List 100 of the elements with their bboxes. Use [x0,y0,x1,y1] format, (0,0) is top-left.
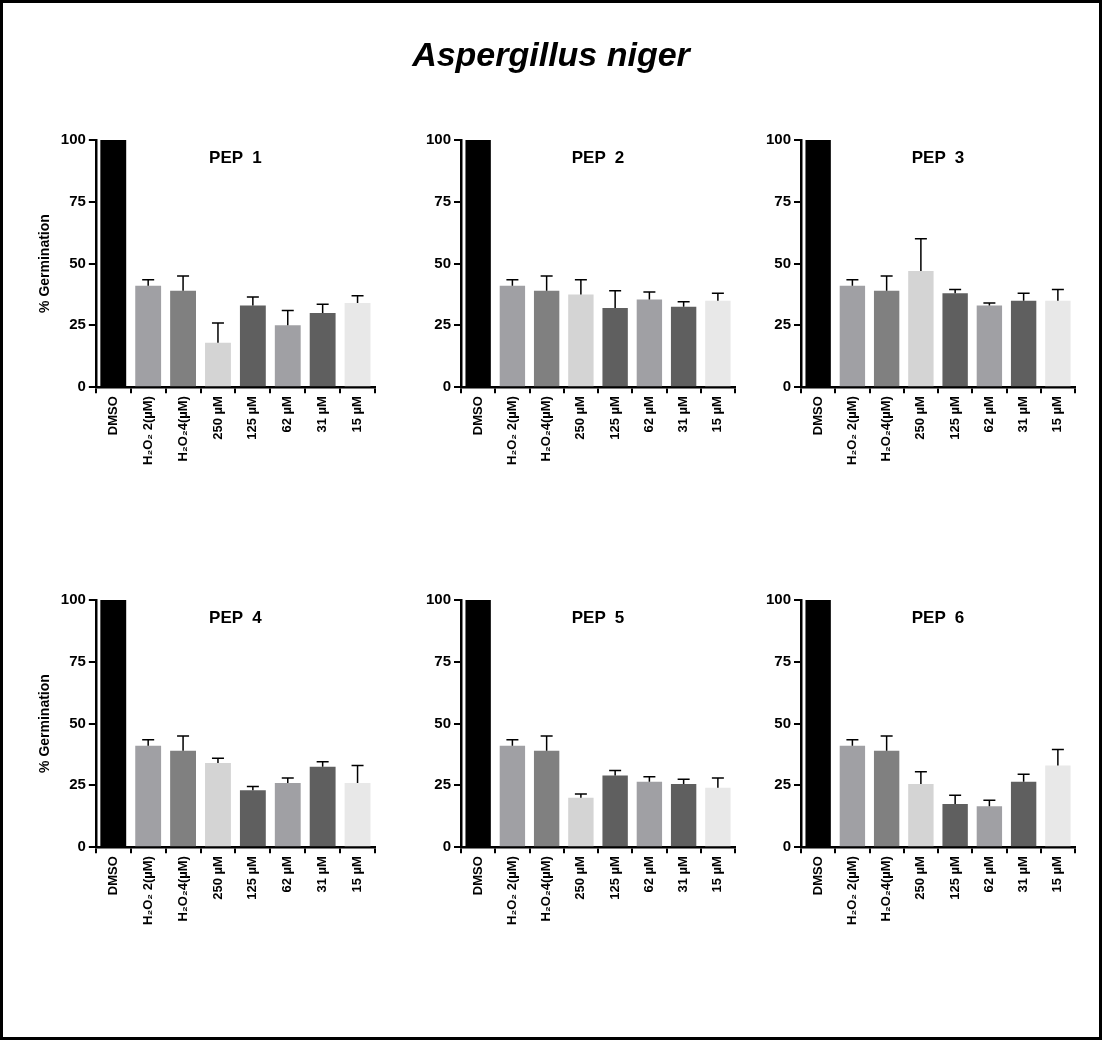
x-tick-label: 250 µM [572,856,588,900]
y-tick-label: 75 [434,651,452,669]
bar [568,797,594,847]
x-tick-label: DMSO [809,396,825,436]
bar [205,763,231,847]
y-tick-label: 50 [434,713,452,731]
y-tick-label: 0 [77,377,86,395]
y-tick-label: 75 [774,191,792,209]
y-tick-label: 50 [774,253,792,271]
bar [135,285,162,387]
bar [1010,300,1037,387]
bar [636,299,663,387]
bar [705,300,731,387]
bar [976,806,1003,847]
x-tick-label: 62 µM [640,396,656,433]
y-tick-label: 25 [69,315,86,333]
y-tick-label: 0 [782,837,792,855]
y-tick-label: 0 [442,837,452,855]
bar [602,308,628,387]
x-tick-label: H₂O₂ 2(µM) [503,856,519,925]
y-tick-label: 50 [434,253,452,271]
chart-title: PEP 5 [571,607,625,627]
bar [908,784,934,847]
bar [873,290,900,387]
x-tick-label: DMSO [469,396,485,436]
bar [344,782,371,847]
x-tick-label: 31 µM [1015,396,1031,433]
y-tick-label: 25 [434,775,452,793]
x-tick-label: 15 µM [349,856,365,893]
bar [239,790,266,847]
x-tick-label: 125 µM [606,856,622,900]
x-tick-label: 31 µM [1015,856,1031,893]
y-tick-label: 100 [766,130,792,148]
text: Aspergillus niger [410,35,693,74]
chart-title: PEP 6 [911,607,965,627]
y-tick-label: 50 [774,713,792,731]
y-axis-title: % Germination [36,674,53,773]
x-tick-label: 250 µM [572,396,588,440]
x-tick-label: H₂O₂ 2(µM) [843,856,859,925]
x-tick-label: H₂O₂4(µM) [174,396,190,462]
chart-title: PEP 1 [209,147,262,167]
bar [533,290,560,387]
x-tick-label: 62 µM [980,856,996,893]
x-tick-label: 62 µM [980,396,996,433]
x-tick-label: 62 µM [279,396,295,433]
x-tick-label: 15 µM [349,396,365,433]
x-tick-label: 15 µM [709,856,725,893]
x-tick-label: 62 µM [279,856,295,893]
x-tick-label: 250 µM [209,856,225,900]
bar [976,305,1003,387]
x-tick-label: 15 µM [1049,396,1065,433]
chart-title: PEP 2 [571,147,625,167]
chart-title: PEP 4 [209,607,263,627]
bar [636,781,663,847]
x-tick-label: 250 µM [912,396,928,440]
x-tick-label: H₂O₂ 2(µM) [139,856,155,925]
bar [908,270,934,387]
y-tick-label: 25 [774,775,792,793]
y-tick-label: 25 [69,775,86,793]
x-tick-label: H₂O₂4(µM) [538,856,554,922]
bar [670,784,697,847]
bar [670,306,697,387]
bar [205,342,231,387]
x-tick-label: H₂O₂ 2(µM) [843,396,859,465]
y-tick-label: 100 [766,590,792,608]
x-tick-label: DMSO [104,856,120,896]
x-tick-label: 125 µM [244,396,260,440]
x-tick-label: 31 µM [314,856,330,893]
y-tick-label: 0 [782,377,792,395]
x-tick-label: 250 µM [912,856,928,900]
bar [274,325,301,387]
y-tick-label: 0 [77,837,86,855]
y-tick-label: 75 [69,191,86,209]
y-tick-label: 0 [442,377,452,395]
bar [533,750,560,847]
x-tick-label: 31 µM [675,396,691,433]
bar [239,305,266,387]
x-tick-label: H₂O₂ 2(µM) [503,396,519,465]
y-tick-label: 25 [774,315,792,333]
bar [499,745,526,847]
bar [1010,781,1037,847]
x-tick-label: H₂O₂4(µM) [174,856,190,922]
x-tick-label: 125 µM [946,396,962,440]
bar [499,285,526,387]
bar [344,303,371,387]
bar [170,290,196,387]
x-tick-label: 125 µM [606,396,622,440]
bar [1045,765,1071,847]
bar [873,750,900,847]
x-tick-label: H₂O₂4(µM) [878,396,894,462]
bar [135,745,162,847]
x-tick-label: 125 µM [244,856,260,900]
bar [309,766,336,847]
bar [602,775,628,847]
chart-title: PEP 3 [911,147,965,167]
y-axis-title: % Germination [36,214,53,313]
x-tick-label: DMSO [809,856,825,896]
bar [309,312,336,387]
x-tick-label: DMSO [104,396,120,436]
x-tick-label: 31 µM [314,396,330,433]
